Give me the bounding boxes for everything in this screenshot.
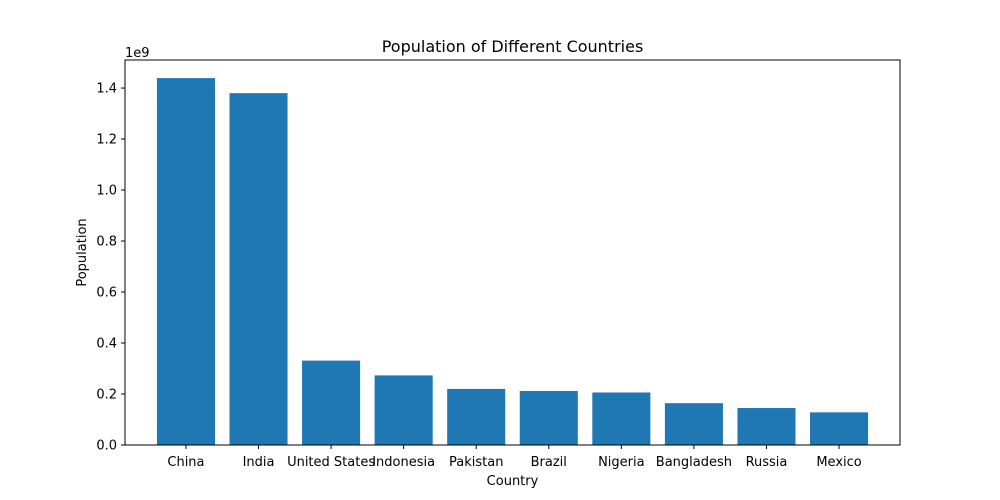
x-tick-label: Brazil [531,455,567,470]
y-axis-offset-label: 1e9 [125,46,150,61]
bar-united-states [302,360,361,445]
x-tick-label: Bangladesh [656,455,732,470]
bar-nigeria [592,392,651,445]
y-tick-label: 0.0 [96,439,117,454]
y-tick-label: 0.6 [96,286,117,301]
x-tick-label: Indonesia [372,455,435,470]
bar-brazil [519,390,578,445]
bar-russia [737,408,796,445]
x-tick-label: Russia [746,455,788,470]
y-axis-ticks: 0.0 0.2 0.4 0.6 0.8 1.0 1.2 1.4 [96,82,125,454]
bar-bangladesh [664,403,723,445]
x-tick-label: India [243,455,275,470]
x-tick-label: Pakistan [449,455,503,470]
x-axis-label: Country [487,474,539,489]
y-axis-label: Population [75,218,90,286]
bar-pakistan [447,388,506,445]
y-tick-label: 1.4 [96,82,117,97]
bar-mexico [810,412,869,445]
y-tick-label: 1.2 [96,133,117,148]
y-tick-label: 1.0 [96,184,117,199]
y-tick-label: 0.2 [96,388,117,403]
plot-area-frame [124,59,901,446]
y-tick-label: 0.4 [96,337,117,352]
bar-china [156,78,215,445]
bar-indonesia [374,375,433,445]
x-tick-label: Mexico [816,455,861,470]
chart-title: Population of Different Countries [382,37,644,56]
bars-group [156,78,869,446]
y-tick-label: 0.8 [96,235,117,250]
x-tick-label: Nigeria [598,455,645,470]
x-tick-label: China [167,455,204,470]
x-tick-label: United States [287,455,375,470]
bar-india [229,93,288,446]
